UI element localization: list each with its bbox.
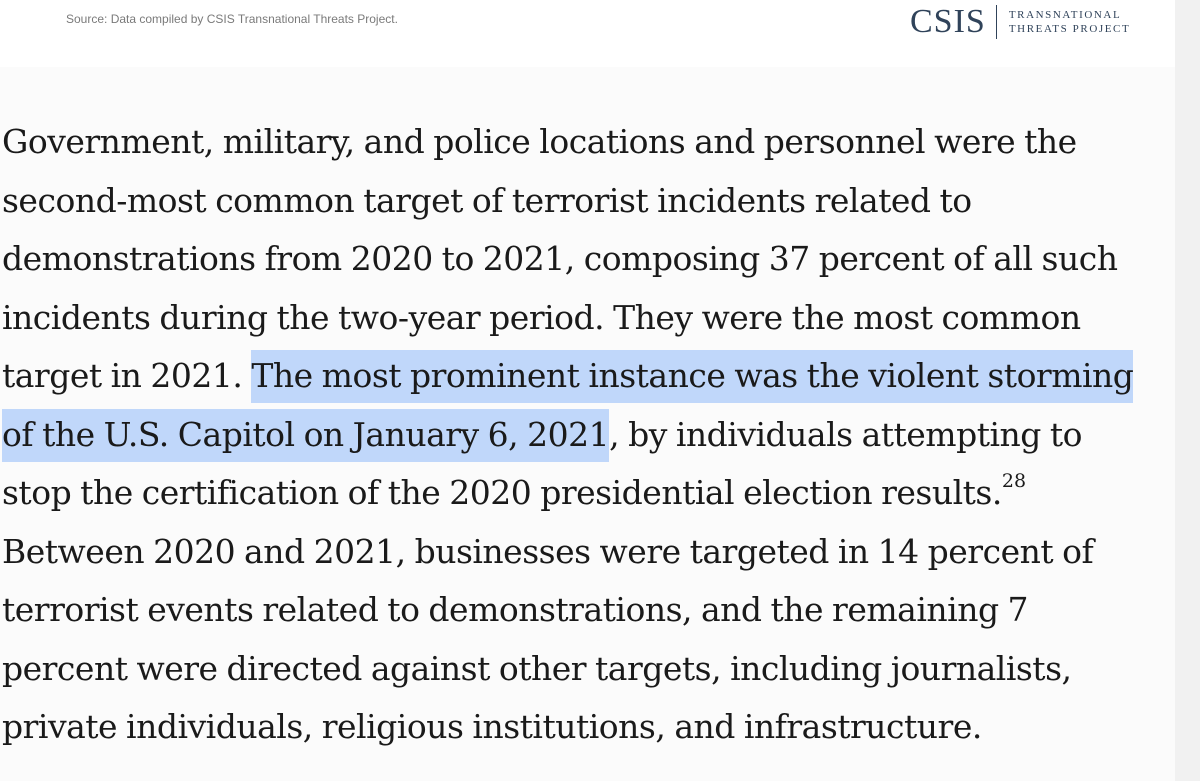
selected-text-part-2[interactable]: of the U.S. Capitol on January 6, 2021 — [2, 408, 610, 462]
scrollbar-track[interactable] — [1175, 0, 1200, 781]
paragraph-line-4: incidents during the two-year period. Th… — [2, 297, 1081, 337]
paragraph-line-3: demonstrations from 2020 to 2021, compos… — [2, 239, 1118, 278]
line-6-text: , by individuals attempting to — [609, 414, 1083, 454]
paragraph-line-7: stop the certification of the 2020 presi… — [2, 464, 1172, 523]
paragraph-line-6: of the U.S. Capitol on January 6, 2021, … — [2, 406, 1172, 465]
paragraph-line-8: Between 2020 and 2021, businesses were t… — [2, 531, 1094, 571]
paragraph-line-5: target in 2021. The most prominent insta… — [2, 347, 1172, 406]
csis-logo[interactable]: CSIS TRANSNATIONAL THREATS PROJECT — [910, 4, 1130, 40]
paragraph-line-10: percent were directed against other targ… — [2, 648, 1072, 688]
logo-divider — [995, 5, 997, 39]
line-7-text: stop the certification of the 2020 presi… — [2, 473, 1002, 512]
paragraph-line-11: private individuals, religious instituti… — [2, 707, 982, 746]
logo-wordmark: CSIS — [910, 3, 986, 40]
footnote-link-28[interactable]: 28 — [1001, 470, 1027, 492]
logo-tagline-line-1: TRANSNATIONAL — [1008, 9, 1122, 21]
selected-text-part-1[interactable]: The most prominent instance was the viol… — [251, 350, 1134, 403]
article-paragraph: Government, military, and police locatio… — [2, 113, 1172, 757]
figure-source-note: Source: Data compiled by CSIS Transnatio… — [66, 12, 398, 26]
paragraph-line-9: terrorist events related to demonstratio… — [2, 590, 1029, 629]
paragraph-line-2: second-most common target of terrorist i… — [2, 180, 972, 220]
figure-footer: Source: Data compiled by CSIS Transnatio… — [0, 0, 1175, 67]
line-5-text: target in 2021. — [2, 356, 252, 395]
paragraph-line-1: Government, military, and police locatio… — [2, 122, 1077, 161]
logo-tagline-line-2: THREATS PROJECT — [1008, 23, 1131, 35]
logo-tagline: TRANSNATIONAL THREATS PROJECT — [1009, 8, 1131, 36]
